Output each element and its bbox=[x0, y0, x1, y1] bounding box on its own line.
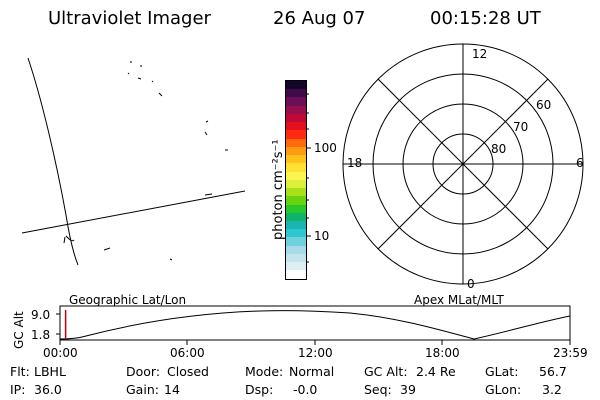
mlt-label-18: 18 bbox=[347, 156, 363, 170]
colorbar-segment bbox=[286, 146, 306, 156]
map-grid-line bbox=[21, 190, 246, 234]
info-door-label: Door: bbox=[126, 364, 161, 379]
colorbar-segment bbox=[286, 220, 306, 230]
colorbar-segment bbox=[286, 113, 306, 123]
colorbar-segment bbox=[286, 122, 306, 131]
info-flt-label: Flt: bbox=[10, 364, 30, 379]
info-gcalt-label: GC Alt: bbox=[364, 364, 408, 379]
orbit-ytick-top: 9.0 bbox=[31, 308, 51, 322]
colorbar-segment bbox=[286, 89, 306, 98]
colorbar-segment bbox=[286, 138, 306, 147]
time-label: 00:15:28 UT bbox=[430, 8, 541, 29]
map-fragments bbox=[63, 61, 228, 261]
orbit-ytick-bottom: 1.8 bbox=[31, 328, 51, 342]
colorbar-segment bbox=[286, 245, 306, 254]
info-seq-label: Seq: bbox=[364, 382, 392, 397]
info-gcalt-value: 2.4 Re bbox=[416, 364, 456, 379]
mlat-label-70: 70 bbox=[513, 120, 529, 134]
mlt-label-0: 0 bbox=[467, 277, 475, 291]
instrument-title: Ultraviolet Imager bbox=[48, 8, 211, 29]
info-seq-value: 39 bbox=[400, 382, 416, 397]
colorbar-tick-10: 10 bbox=[314, 229, 330, 243]
orbit-right-label: Apex MLat/MLT bbox=[414, 293, 504, 307]
colorbar bbox=[285, 80, 307, 280]
info-flt-value: LBHL bbox=[34, 364, 66, 379]
colorbar-segment bbox=[286, 81, 306, 90]
colorbar-segment bbox=[286, 163, 306, 172]
colorbar-segment bbox=[286, 97, 306, 106]
colorbar-tick-100: 100 bbox=[314, 141, 337, 155]
colorbar-segment bbox=[286, 270, 306, 279]
colorbar-segment bbox=[286, 179, 306, 189]
info-ip-value: 36.0 bbox=[34, 382, 62, 397]
orbit-xtick-3: 18:00 bbox=[425, 346, 460, 360]
mlat-label-80: 80 bbox=[491, 142, 507, 156]
colorbar-segment bbox=[286, 171, 306, 180]
info-glon-label: GLon: bbox=[485, 382, 522, 397]
orbit-xtick-2: 12:00 bbox=[298, 346, 333, 360]
orbit-altitude-curve bbox=[59, 310, 571, 340]
map-boundary-curve bbox=[27, 57, 79, 266]
orbit-xtick-0: 00:00 bbox=[43, 346, 78, 360]
info-ip-label: IP: bbox=[10, 382, 26, 397]
colorbar-segment bbox=[286, 196, 306, 205]
orbit-xtick-4: 23:59 bbox=[553, 346, 588, 360]
colorbar-segment bbox=[286, 253, 306, 263]
mlat-label-60: 60 bbox=[536, 98, 552, 112]
info-mode-label: Mode: bbox=[245, 364, 284, 379]
colorbar-segment bbox=[286, 130, 306, 139]
mlt-label-6: 6 bbox=[576, 156, 584, 170]
info-glat-value: 56.7 bbox=[539, 364, 567, 379]
colorbar-segment bbox=[286, 237, 306, 246]
orbit-left-label: Geographic Lat/Lon bbox=[69, 293, 187, 307]
info-glon-value: 3.2 bbox=[542, 382, 562, 397]
colorbar-segment bbox=[286, 204, 306, 213]
colorbar-segment bbox=[286, 229, 306, 238]
info-dsp-label: Dsp: bbox=[245, 382, 274, 397]
date-label: 26 Aug 07 bbox=[273, 8, 366, 29]
info-door-value: Closed bbox=[167, 364, 209, 379]
colorbar-segment bbox=[286, 262, 306, 271]
orbit-xtick-1: 06:00 bbox=[170, 346, 205, 360]
info-glat-label: GLat: bbox=[485, 364, 519, 379]
polar-diagonal-2 bbox=[377, 78, 549, 250]
info-dsp-value: -0.0 bbox=[293, 382, 318, 397]
info-mode-value: Normal bbox=[289, 364, 335, 379]
colorbar-segment bbox=[286, 155, 306, 164]
info-gain-value: 14 bbox=[164, 382, 180, 397]
colorbar-segment bbox=[286, 188, 306, 197]
mlt-label-12: 12 bbox=[472, 47, 488, 61]
info-gain-label: Gain: bbox=[126, 382, 159, 397]
colorbar-segment bbox=[286, 212, 306, 221]
colorbar-segment bbox=[286, 105, 306, 114]
